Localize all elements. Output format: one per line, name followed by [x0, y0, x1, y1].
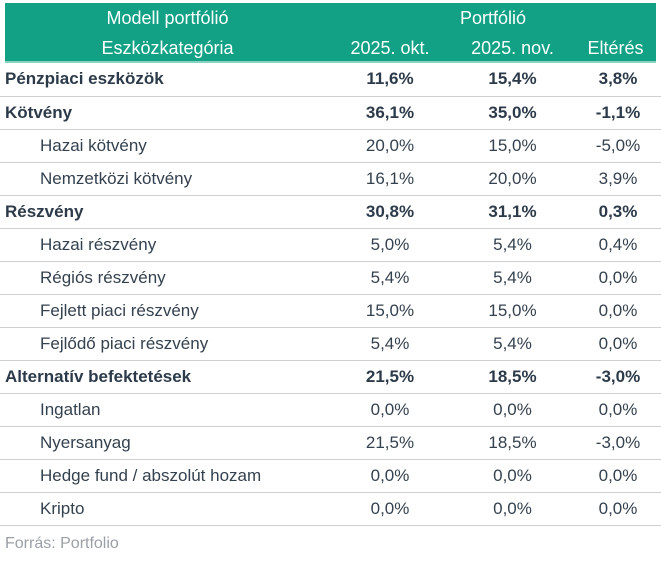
nov-value-cell: 18,5% [450, 426, 575, 460]
asset-category-cell: Nyersanyag [0, 426, 330, 460]
col-header-oct: 2025. okt. [350, 37, 430, 58]
table-header: Modell portfólió Portfólió Eszközkategór… [5, 3, 656, 63]
table-row: Részvény 30,8% 31,1% 0,3% [0, 195, 661, 229]
diff-value-cell: -3,0% [575, 426, 661, 460]
oct-value-cell: 11,6% [330, 63, 450, 97]
table-row: Kripto 0,0% 0,0% 0,0% [0, 492, 661, 526]
nov-value-cell: 35,0% [450, 96, 575, 130]
oct-value-cell: 21,5% [330, 360, 450, 394]
table-row: Hazai kötvény 20,0% 15,0% -5,0% [0, 129, 661, 163]
asset-category-cell: Fejlett piaci részvény [0, 294, 330, 328]
header-model-portfolio: Modell portfólió [106, 7, 229, 28]
diff-value-cell: 0,0% [575, 261, 661, 295]
oct-value-cell: 16,1% [330, 162, 450, 196]
table-row: Ingatlan 0,0% 0,0% 0,0% [0, 393, 661, 427]
nov-value-cell: 5,4% [450, 261, 575, 295]
asset-category-cell: Alternatív befektetések [0, 360, 330, 394]
table-row: Régiós részvény 5,4% 5,4% 0,0% [0, 261, 661, 295]
asset-category-cell: Részvény [0, 195, 330, 229]
oct-value-cell: 15,0% [330, 294, 450, 328]
table-row: Kötvény 36,1% 35,0% -1,1% [0, 96, 661, 130]
col-header-nov: 2025. nov. [471, 37, 554, 58]
col-header-diff: Eltérés [587, 37, 644, 58]
oct-value-cell: 0,0% [330, 459, 450, 493]
diff-value-cell: -3,0% [575, 360, 661, 394]
nov-value-cell: 18,5% [450, 360, 575, 394]
nov-value-cell: 5,4% [450, 327, 575, 361]
table-row: Hedge fund / abszolút hozam 0,0% 0,0% 0,0% [0, 459, 661, 493]
nov-value-cell: 0,0% [450, 393, 575, 427]
diff-value-cell: 0,0% [575, 393, 661, 427]
oct-value-cell: 5,0% [330, 228, 450, 262]
asset-category-cell: Kötvény [0, 96, 330, 130]
nov-value-cell: 15,4% [450, 63, 575, 97]
oct-value-cell: 30,8% [330, 195, 450, 229]
oct-value-cell: 36,1% [330, 96, 450, 130]
asset-category-cell: Hazai részvény [0, 228, 330, 262]
oct-value-cell: 0,0% [330, 492, 450, 526]
portfolio-table: Pénzpiaci eszközök 11,6% 15,4% 3,8% Kötvény 3… [0, 63, 661, 526]
asset-category-cell: Kripto [0, 492, 330, 526]
diff-value-cell: 0,0% [575, 492, 661, 526]
diff-value-cell: 0,0% [575, 294, 661, 328]
diff-value-cell: 0,0% [575, 459, 661, 493]
asset-category-cell: Régiós részvény [0, 261, 330, 295]
diff-value-cell: 0,4% [575, 228, 661, 262]
asset-category-cell: Hedge fund / abszolút hozam [0, 459, 330, 493]
asset-category-cell: Hazai kötvény [0, 129, 330, 163]
table-body: Pénzpiaci eszközök 11,6% 15,4% 3,8% Kötvény 3… [0, 63, 661, 526]
asset-category-cell: Pénzpiaci eszközök [0, 63, 330, 97]
asset-category-cell: Ingatlan [0, 393, 330, 427]
diff-value-cell: -1,1% [575, 96, 661, 130]
diff-value-cell: 3,9% [575, 162, 661, 196]
nov-value-cell: 31,1% [450, 195, 575, 229]
nov-value-cell: 15,0% [450, 294, 575, 328]
asset-category-cell: Nemzetközi kötvény [0, 162, 330, 196]
table-row: Pénzpiaci eszközök 11,6% 15,4% 3,8% [0, 63, 661, 97]
table-row: Fejlődő piaci részvény 5,4% 5,4% 0,0% [0, 327, 661, 361]
diff-value-cell: 0,0% [575, 327, 661, 361]
diff-value-cell: -5,0% [575, 129, 661, 163]
table-row: Alternatív befektetések 21,5% 18,5% -3,0% [0, 360, 661, 394]
diff-value-cell: 0,3% [575, 195, 661, 229]
diff-value-cell: 3,8% [575, 63, 661, 97]
asset-category-cell: Fejlődő piaci részvény [0, 327, 330, 361]
nov-value-cell: 0,0% [450, 492, 575, 526]
oct-value-cell: 5,4% [330, 327, 450, 361]
nov-value-cell: 20,0% [450, 162, 575, 196]
table-row: Nemzetközi kötvény 16,1% 20,0% 3,9% [0, 162, 661, 196]
oct-value-cell: 21,5% [330, 426, 450, 460]
table-row: Hazai részvény 5,0% 5,4% 0,4% [0, 228, 661, 262]
nov-value-cell: 0,0% [450, 459, 575, 493]
source-credit: Forrás: Portfolio [5, 534, 119, 552]
col-header-asset-category: Eszközkategória [101, 37, 234, 58]
nov-value-cell: 15,0% [450, 129, 575, 163]
header-portfolio: Portfólió [459, 7, 527, 28]
table-row: Fejlett piaci részvény 15,0% 15,0% 0,0% [0, 294, 661, 328]
oct-value-cell: 0,0% [330, 393, 450, 427]
table-row: Nyersanyag 21,5% 18,5% -3,0% [0, 426, 661, 460]
oct-value-cell: 5,4% [330, 261, 450, 295]
oct-value-cell: 20,0% [330, 129, 450, 163]
nov-value-cell: 5,4% [450, 228, 575, 262]
